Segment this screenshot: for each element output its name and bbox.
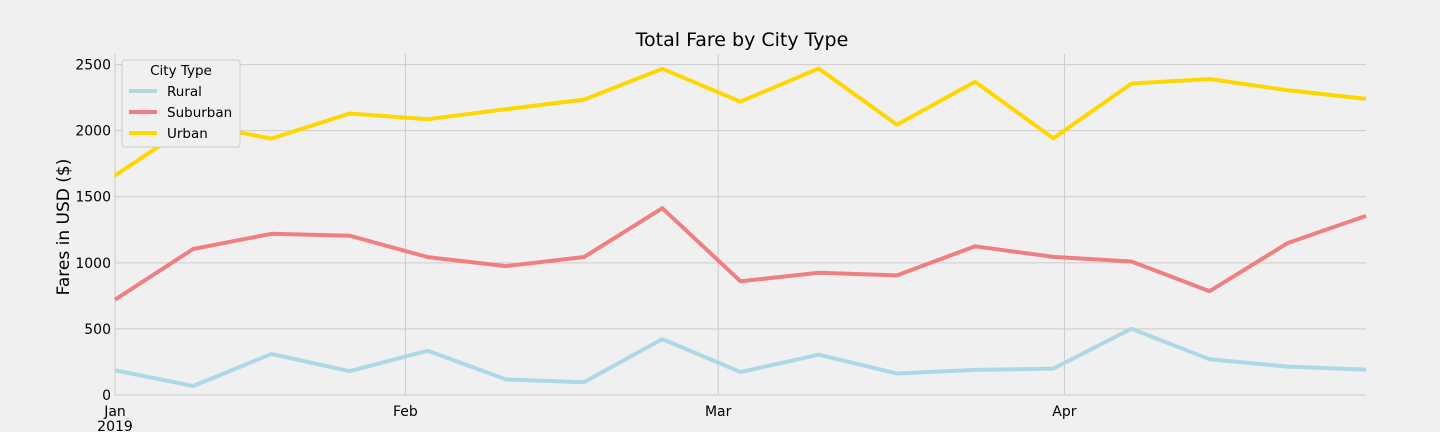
- legend-box: [121, 59, 241, 148]
- legend-title: City Type: [150, 63, 212, 79]
- series-lines: [113, 66, 1367, 388]
- series-line-urban: [113, 66, 1367, 178]
- y-axis-label: Fares in USD ($): [54, 159, 74, 296]
- x-tick-sublabel: 2019: [97, 419, 133, 432]
- legend: City Type Rural Suburban Urban: [121, 59, 241, 148]
- y-tick-label: 2500: [75, 58, 111, 74]
- legend-label-urban: Urban: [167, 126, 208, 142]
- x-tick-label: Mar: [705, 404, 732, 420]
- y-tick-label: 0: [102, 388, 111, 404]
- legend-label-rural: Rural: [167, 84, 202, 100]
- chart-title: Total Fare by City Type: [635, 29, 849, 51]
- legend-label-suburban: Suburban: [167, 105, 232, 121]
- y-tick-label: 2000: [75, 124, 111, 140]
- grid-lines: [114, 54, 1366, 396]
- series-line-suburban: [113, 206, 1367, 302]
- x-tick-label: Feb: [393, 404, 418, 420]
- y-tick-label: 500: [84, 322, 111, 338]
- series-line-rural: [114, 326, 1367, 388]
- y-tick-label: 1000: [75, 256, 111, 272]
- x-tick-label: Apr: [1052, 404, 1076, 420]
- y-tick-label: 1500: [75, 190, 111, 206]
- x-tick-label: Jan: [103, 404, 126, 420]
